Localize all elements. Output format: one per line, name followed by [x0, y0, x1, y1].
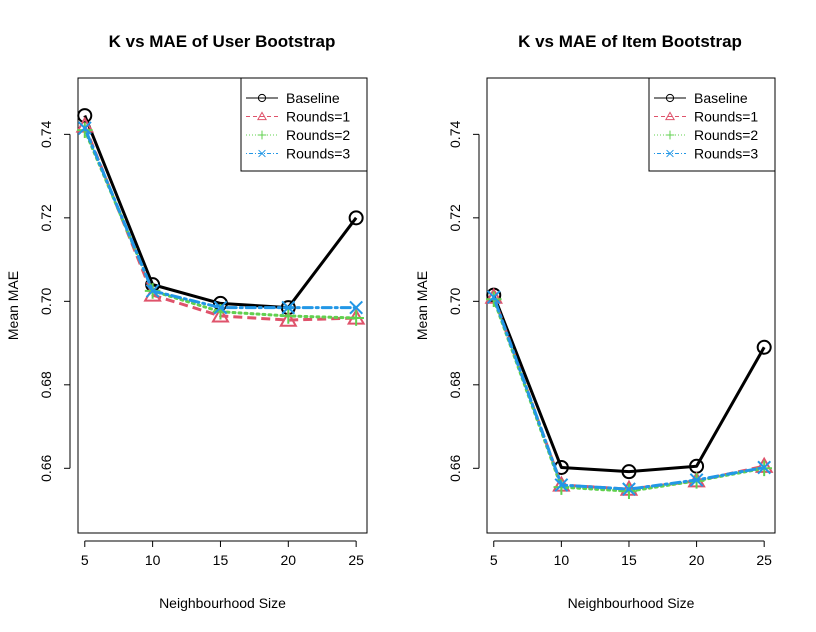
- x-axis: 5 10 15 20 25: [81, 540, 364, 568]
- series-line: [492, 294, 766, 474]
- y-tick-label: 0.72: [447, 204, 463, 231]
- data-point: [77, 108, 93, 124]
- legend-marker: [257, 130, 267, 140]
- data-point: [757, 460, 772, 475]
- data-point: [689, 473, 704, 487]
- data-point: [348, 310, 364, 326]
- x-axis-label: Neighbourhood Size: [568, 595, 695, 611]
- series-line: [492, 295, 766, 491]
- x-tick-label: 15: [621, 552, 637, 568]
- legend-box: [648, 77, 776, 172]
- legend-label: Rounds=1: [694, 109, 758, 125]
- y-tick-label: 0.68: [447, 371, 463, 398]
- x-tick-label: 10: [145, 552, 161, 568]
- data-point: [279, 310, 298, 327]
- series-line: [83, 115, 358, 310]
- data-point: [281, 300, 296, 315]
- y-tick-label: 0.74: [38, 121, 54, 148]
- x-tick-label: 5: [490, 552, 498, 568]
- y-tick-label: 0.74: [447, 121, 463, 148]
- y-tick-label: 0.72: [38, 204, 54, 231]
- legend-marker: [256, 111, 268, 121]
- x-tick-label: 5: [81, 552, 89, 568]
- series-line: [492, 296, 765, 491]
- data-point: [213, 300, 228, 315]
- y-axis: 0.66 0.68 0.70 0.72 0.74: [38, 121, 71, 482]
- chart-title: K vs MAE of Item Bootstrap: [518, 32, 742, 51]
- data-point: [348, 210, 364, 226]
- data-point: [145, 284, 160, 298]
- legend-label: Baseline: [694, 90, 748, 106]
- data-point: [621, 483, 637, 500]
- x-axis-label: Neighbourhood Size: [159, 595, 286, 611]
- legend-label: Rounds=1: [286, 109, 350, 125]
- series-rounds-3: [486, 290, 772, 497]
- y-axis-label: Mean MAE: [414, 271, 430, 340]
- x-tick-label: 20: [281, 552, 297, 568]
- legend-marker: [665, 93, 675, 103]
- legend-marker: [666, 149, 674, 158]
- y-tick-label: 0.70: [38, 287, 54, 314]
- y-tick-label: 0.66: [38, 454, 54, 481]
- x-tick-label: 15: [213, 552, 229, 568]
- x-tick-label: 25: [756, 552, 772, 568]
- legend-label: Rounds=3: [286, 146, 350, 162]
- y-axis: 0.66 0.68 0.70 0.72 0.74: [447, 121, 480, 482]
- legend-label: Rounds=2: [694, 127, 758, 143]
- data-point: [554, 478, 569, 492]
- y-tick-label: 0.68: [38, 371, 54, 398]
- data-point: [211, 306, 230, 323]
- legend: Baseline Rounds=1 Rounds=2 Rounds=3: [240, 77, 368, 172]
- y-axis-label: Mean MAE: [5, 271, 21, 340]
- legend-label: Rounds=3: [694, 146, 758, 162]
- data-point: [280, 308, 297, 324]
- data-point: [756, 339, 772, 355]
- y-tick-label: 0.70: [447, 287, 463, 314]
- data-point: [621, 464, 637, 480]
- legend-box: [240, 77, 368, 172]
- chart-panel-2: K vs MAE of Item Bootstrap 5 10 15 20 25 Neigh…: [414, 32, 776, 611]
- data-point: [622, 482, 636, 497]
- series-baseline: [486, 287, 772, 480]
- data-point: [77, 121, 92, 135]
- legend-label: Rounds=2: [286, 127, 350, 143]
- x-tick-label: 20: [689, 552, 705, 568]
- x-tick-label: 10: [554, 552, 570, 568]
- plot-area-frame: [77, 77, 368, 534]
- legend-marker: [257, 93, 267, 103]
- plot-area-frame: [486, 77, 776, 534]
- data-point: [349, 300, 364, 315]
- legend-marker: [664, 111, 676, 121]
- data-point: [486, 290, 501, 305]
- legend-marker: [258, 149, 266, 158]
- x-tick-label: 25: [348, 552, 364, 568]
- chart-panel-1: K vs MAE of User Bootstrap 5 10 15 20 25 Neigh…: [5, 32, 368, 611]
- legend-label: Baseline: [286, 90, 340, 106]
- chart-title: K vs MAE of User Bootstrap: [109, 32, 336, 51]
- series-rounds-3: [77, 121, 364, 315]
- x-axis: 5 10 15 20 25: [490, 540, 772, 568]
- legend-marker: [665, 130, 675, 140]
- y-tick-label: 0.66: [447, 454, 463, 481]
- legend: Baseline Rounds=1 Rounds=2 Rounds=3: [648, 77, 776, 172]
